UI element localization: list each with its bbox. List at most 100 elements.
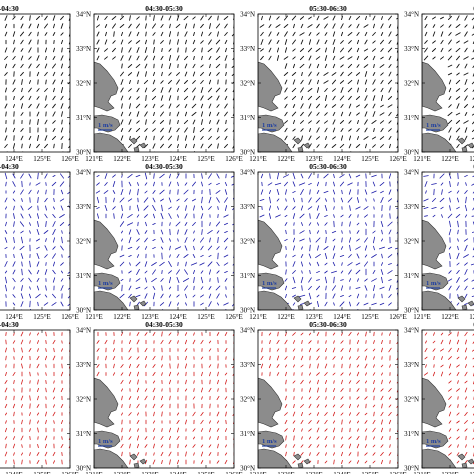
panel-title: 04:30-05:30 xyxy=(145,162,183,171)
panel-title: 03:30-04:30 xyxy=(0,162,19,171)
lat-tick-label: 31°N xyxy=(76,114,91,122)
panel-r2-c2: 1 m/s 04:30-05:30 34°N 33°N 32°N 31°N 30°N121°… xyxy=(76,162,243,321)
lon-tick-label: 122°E xyxy=(113,471,131,474)
lat-tick-label: 32°N xyxy=(404,238,419,246)
current-vectors xyxy=(260,331,398,468)
lon-tick-label: 122°E xyxy=(277,155,295,163)
scale-reference: 1 m/s xyxy=(262,122,277,131)
lon-tick-label: 126°E xyxy=(389,313,407,321)
scale-label: 1 m/s xyxy=(426,122,441,129)
lat-tick-label: 31°N xyxy=(404,272,419,280)
scale-label: 1 m/s xyxy=(262,438,277,445)
scale-reference: 1 m/s xyxy=(426,122,441,131)
lon-tick-label: 126°E xyxy=(61,313,79,321)
lon-tick-label: 124°E xyxy=(169,313,187,321)
lon-tick-label: 121°E xyxy=(249,471,267,474)
lon-tick-label: 126°E xyxy=(61,155,79,163)
lat-tick-label: 34°N xyxy=(240,11,255,19)
lon-tick-label: 124°E xyxy=(333,471,351,474)
lat-tick-label: 30°N xyxy=(240,465,255,473)
coastline-land xyxy=(258,61,311,152)
lat-tick-label: 34°N xyxy=(76,11,91,19)
panel-title: 04:30-05:30 xyxy=(145,320,183,329)
lon-tick-label: 123°E xyxy=(305,471,323,474)
lon-tick-label: 126°E xyxy=(225,471,243,474)
lon-tick-label: 122°E xyxy=(441,471,459,474)
lon-tick-label: 122°E xyxy=(113,155,131,163)
lat-tick-label: 31°N xyxy=(404,114,419,122)
lat-tick-label: 31°N xyxy=(240,430,255,438)
current-vectors xyxy=(95,172,234,310)
lon-tick-label: 121°E xyxy=(413,313,431,321)
current-vectors xyxy=(424,331,474,468)
lon-tick-label: 123°E xyxy=(469,313,474,321)
current-vectors xyxy=(4,331,70,468)
coastline-land xyxy=(94,61,147,152)
panel-r3-c1: 03:30-04:30121°E122°E123°E124°E125°E126°… xyxy=(0,320,79,474)
lon-tick-label: 122°E xyxy=(277,471,295,474)
lat-tick-label: 33°N xyxy=(76,361,91,369)
scale-reference: 1 m/s xyxy=(98,438,113,447)
lon-tick-label: 121°E xyxy=(85,313,103,321)
lat-tick-label: 33°N xyxy=(240,361,255,369)
lon-tick-label: 125°E xyxy=(361,155,379,163)
lat-tick-label: 30°N xyxy=(404,307,419,315)
lon-tick-label: 124°E xyxy=(333,313,351,321)
panel-title: 03:30-04:30 xyxy=(0,320,19,329)
lat-tick-label: 32°N xyxy=(240,396,255,404)
coastline-land xyxy=(258,377,311,468)
current-vectors xyxy=(96,331,234,468)
lon-tick-label: 123°E xyxy=(305,155,323,163)
lon-tick-label: 122°E xyxy=(441,155,459,163)
lon-tick-label: 125°E xyxy=(33,313,51,321)
lon-tick-label: 122°E xyxy=(441,313,459,321)
scale-label: 1 m/s xyxy=(426,438,441,445)
current-vectors xyxy=(423,15,474,152)
panel-title: 05:30-06:30 xyxy=(309,320,347,329)
lat-tick-label: 32°N xyxy=(404,396,419,404)
lon-tick-label: 121°E xyxy=(85,155,103,163)
lat-tick-label: 31°N xyxy=(240,114,255,122)
lat-tick-label: 30°N xyxy=(240,307,255,315)
lon-tick-label: 125°E xyxy=(197,471,215,474)
current-vectors xyxy=(259,15,398,152)
lon-tick-label: 121°E xyxy=(413,471,431,474)
lat-tick-label: 32°N xyxy=(76,80,91,88)
current-vectors xyxy=(4,15,70,152)
lon-tick-label: 121°E xyxy=(249,313,267,321)
lon-tick-label: 121°E xyxy=(85,471,103,474)
scale-label: 1 m/s xyxy=(262,280,277,287)
lat-tick-label: 33°N xyxy=(76,203,91,211)
lon-tick-label: 125°E xyxy=(361,313,379,321)
lat-tick-label: 34°N xyxy=(76,169,91,177)
panel-r1-c3: 1 m/s 05:30-06:30 34°N 33°N 32°N 31°N 30°N121°… xyxy=(240,4,407,163)
panel-r3-c4: 1 m/s06:30-07:3034°N33°N32°N31°N30°N121°… xyxy=(404,320,474,474)
lat-tick-label: 34°N xyxy=(240,327,255,335)
lat-tick-label: 30°N xyxy=(76,149,91,157)
coastline-land xyxy=(94,377,147,468)
lat-tick-label: 32°N xyxy=(404,80,419,88)
lon-tick-label: 123°E xyxy=(141,313,159,321)
lon-tick-label: 125°E xyxy=(33,155,51,163)
panel-r1-c2: 1 m/s 04:30-05:30 34°N 33°N 32°N 31°N 30°N121°… xyxy=(76,4,243,163)
lat-tick-label: 34°N xyxy=(404,11,419,19)
current-vectors xyxy=(96,15,234,152)
lat-tick-label: 31°N xyxy=(404,430,419,438)
lon-tick-label: 123°E xyxy=(469,155,474,163)
lat-tick-label: 34°N xyxy=(404,327,419,335)
current-vectors xyxy=(259,172,398,310)
lat-tick-label: 32°N xyxy=(240,80,255,88)
current-vectors xyxy=(0,172,70,310)
lon-tick-label: 125°E xyxy=(361,471,379,474)
lon-tick-label: 124°E xyxy=(5,155,23,163)
lon-tick-label: 123°E xyxy=(141,155,159,163)
lon-tick-label: 125°E xyxy=(197,155,215,163)
lat-tick-label: 32°N xyxy=(76,238,91,246)
lat-tick-label: 34°N xyxy=(404,169,419,177)
coastline-land xyxy=(422,61,474,152)
lat-tick-label: 30°N xyxy=(76,307,91,315)
panel-r2-c1: 03:30-04:30121°E122°E123°E124°E125°E126°… xyxy=(0,162,79,321)
scale-reference: 1 m/s xyxy=(426,438,441,447)
lat-tick-label: 30°N xyxy=(404,465,419,473)
